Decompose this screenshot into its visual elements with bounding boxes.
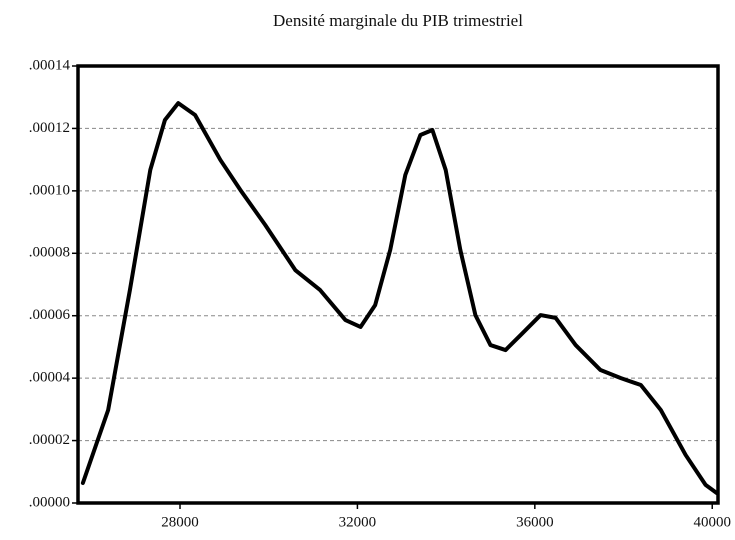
- y-tick-label: .00004: [29, 370, 71, 386]
- y-tick-label: .00010: [29, 182, 70, 198]
- y-tick-label: .00002: [29, 432, 70, 448]
- y-tick-label: .00014: [29, 57, 71, 73]
- y-tick-label: .00012: [29, 120, 70, 136]
- plot-frame: [76, 64, 720, 505]
- y-tick-label: .00000: [29, 494, 70, 510]
- x-tick-label: 40000: [693, 514, 731, 530]
- plot: [80, 101, 719, 496]
- density-line: [80, 101, 719, 496]
- x-tick-label: 32000: [339, 514, 377, 530]
- x-tick-label: 36000: [516, 514, 554, 530]
- y-tick-label: .00006: [29, 307, 71, 323]
- y-tick-label: .00008: [29, 245, 70, 261]
- chart-title: Densité marginale du PIB trimestriel: [273, 11, 523, 30]
- grid: [78, 65, 718, 504]
- x-tick-label: 28000: [161, 514, 199, 530]
- ticks: .00000 .00002 .00004 .00006 .00008 .00010 .000…: [29, 57, 731, 530]
